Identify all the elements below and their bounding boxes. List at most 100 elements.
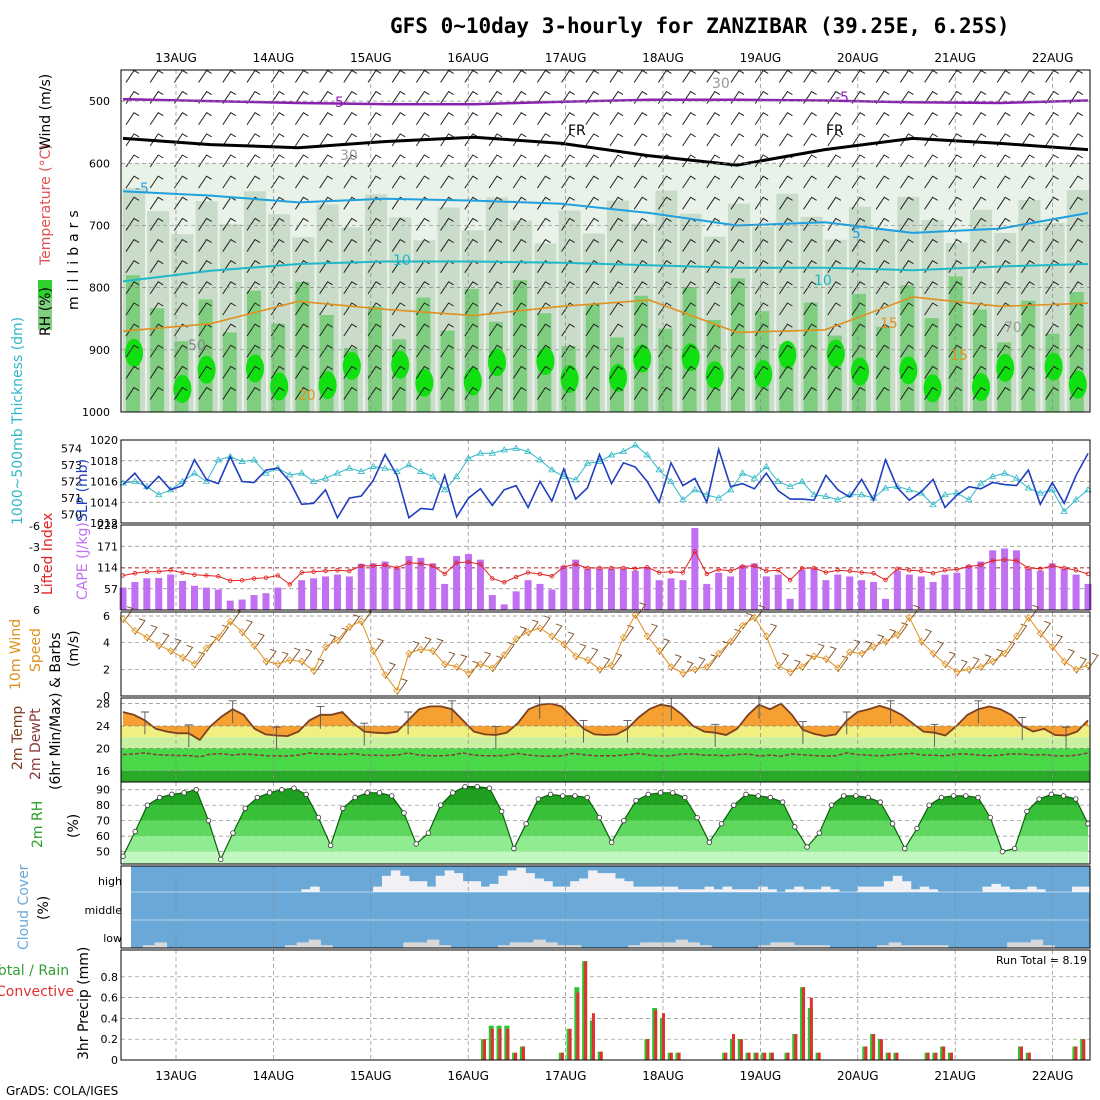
wind-barb — [198, 386, 212, 400]
high-cloud-bar — [767, 889, 777, 892]
wind-barb — [875, 90, 890, 104]
thickness-point — [405, 461, 413, 468]
wind-barb — [464, 175, 479, 189]
lifted-index-point — [466, 559, 471, 565]
thickness-point — [572, 476, 580, 483]
wind-barb — [512, 344, 527, 358]
wind-speed-point — [179, 653, 187, 661]
surface-wind-barb — [563, 631, 575, 649]
wind-barb — [778, 217, 793, 231]
wind-barb — [657, 281, 672, 295]
lifted-index-point — [299, 570, 304, 575]
wind-barb — [198, 112, 212, 125]
thickness-point — [1024, 484, 1033, 491]
surface-wind-barb — [480, 651, 492, 669]
surface-wind-barb — [491, 655, 504, 673]
cape-bar — [548, 589, 556, 610]
wind-barb — [270, 323, 285, 337]
wind-barb — [125, 386, 140, 400]
precip-convective-bar — [490, 1028, 494, 1060]
thickness-point — [941, 491, 949, 498]
surface-wind-barb — [908, 604, 921, 622]
rh-axis-label: 2m RH — [30, 801, 46, 848]
cloud-level-low: low — [103, 932, 122, 945]
contour-label: 50 — [188, 338, 206, 354]
rh-point — [413, 841, 419, 847]
lifted-index-point — [585, 565, 590, 571]
low-cloud-bar — [1042, 945, 1055, 948]
wind-barb — [633, 302, 648, 316]
rh-point — [950, 793, 957, 799]
thickness-point — [631, 441, 639, 448]
contour-label: 30 — [340, 148, 358, 164]
lifted-index-point — [275, 573, 281, 578]
wind-barb — [149, 238, 164, 252]
wind-barb — [294, 302, 309, 316]
wind-speed-point — [476, 660, 484, 668]
slp-tick: 1012 — [90, 517, 118, 530]
wind-barb — [1069, 196, 1084, 210]
wind-speed-point — [500, 651, 508, 659]
wind-barb — [246, 238, 261, 252]
wind-barb — [1020, 386, 1035, 400]
wind-barb — [585, 90, 600, 104]
rh-high-cell — [658, 328, 673, 412]
rh-point — [1012, 845, 1018, 852]
wind-barb — [899, 217, 914, 231]
cape-bar — [870, 582, 878, 610]
surface-wind-barb — [432, 638, 444, 655]
cape-bar — [679, 580, 687, 610]
rh-point — [1036, 796, 1042, 802]
wind-barb — [319, 386, 333, 400]
wind-barb — [996, 196, 1011, 210]
wind-barb — [319, 196, 333, 210]
cape-tick: 228 — [97, 519, 118, 532]
lifted-index-point — [406, 560, 412, 565]
cape-bar — [179, 580, 187, 610]
wind-barb — [706, 386, 721, 400]
surface-wind-barb — [920, 628, 932, 646]
wind-barb — [827, 302, 842, 316]
wind-barb — [222, 281, 237, 295]
lifted-index-point — [513, 574, 519, 580]
wind-barb — [754, 344, 769, 358]
thickness-tick: 571 — [61, 492, 82, 505]
lifted-index-point — [954, 567, 960, 572]
wind-barb — [924, 386, 938, 400]
surface-wind-barb — [456, 654, 468, 671]
wind-barb — [173, 365, 188, 379]
temp-minmax-bar — [491, 726, 500, 749]
wind-speed-point — [1036, 629, 1044, 637]
cape-bar — [750, 563, 758, 610]
wind-barb — [343, 133, 358, 147]
low-cloud-bar — [308, 939, 321, 948]
thickness-point — [286, 471, 294, 478]
low-cloud-bar — [876, 945, 890, 948]
rh-saturated-cell — [754, 360, 773, 389]
wind-speed-point — [143, 633, 151, 641]
wind-barb — [270, 133, 285, 147]
wind-barb — [343, 175, 358, 189]
wind-speed-point — [834, 664, 842, 672]
thickness-point — [1060, 507, 1068, 514]
cape-bar — [1048, 563, 1056, 610]
wind-barb — [657, 196, 672, 210]
lifted-index-point — [859, 570, 864, 575]
precip-ticks: 0 0.2 0.4 0.6 0.8 — [101, 971, 119, 1067]
surface-wind-barb — [515, 626, 527, 643]
wind-barb — [561, 196, 575, 210]
wind-speed-point — [488, 664, 496, 672]
wind-barb — [609, 365, 624, 379]
thickness-point — [667, 477, 675, 484]
wind-barb — [125, 281, 140, 295]
cape-bar — [631, 570, 639, 610]
lifted-index-point — [609, 565, 614, 571]
rh-saturated-cell — [173, 374, 192, 403]
wind-barb — [246, 175, 261, 189]
wind-barb — [440, 90, 454, 104]
rh-point — [193, 787, 199, 793]
thickness-point — [583, 459, 592, 466]
cape-bar — [881, 598, 889, 610]
high-cloud-bar — [803, 889, 813, 892]
wind-barb — [319, 281, 333, 295]
